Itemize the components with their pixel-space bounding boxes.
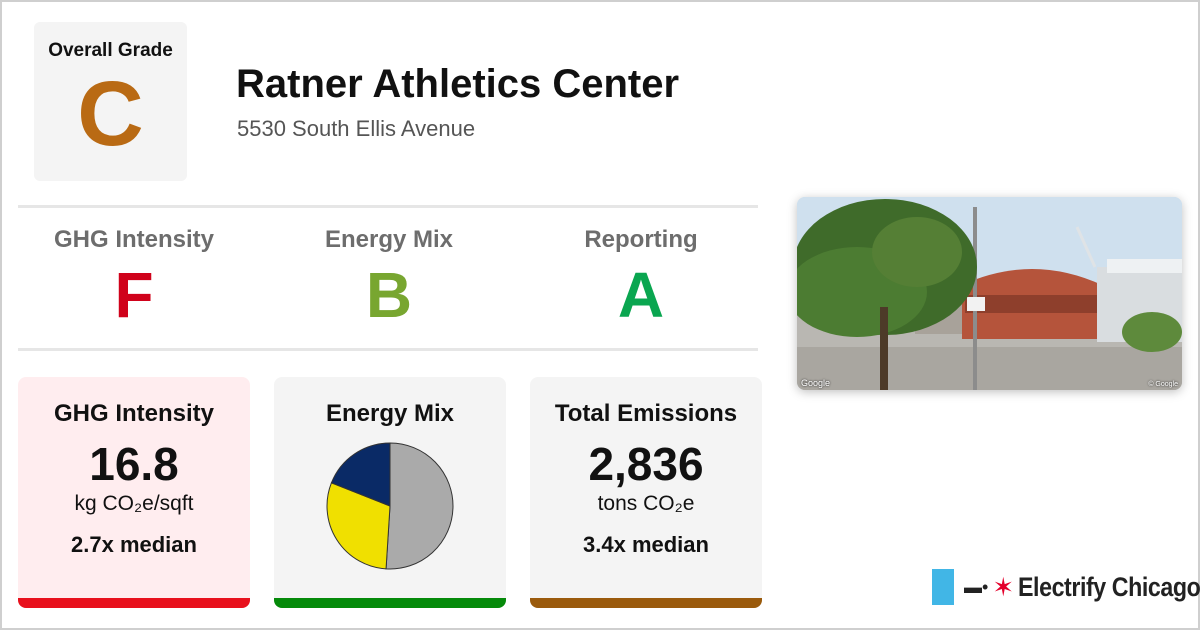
ghg-intensity-value: 16.8: [89, 438, 179, 490]
plug-icon: ▬•: [964, 576, 989, 597]
overall-grade-label: Overall Grade: [48, 40, 173, 61]
street-view-photo: Google © Google: [797, 197, 1182, 390]
pie-slice-0: [385, 442, 454, 570]
total-emissions-card: Total Emissions 2,836 tons CO₂e 3.4x med…: [530, 377, 762, 608]
brand-logo[interactable]: ▬• ✶ Electrify Chicago: [932, 569, 1200, 605]
building-address: 5530 South Ellis Avenue: [237, 116, 476, 141]
energy-mix-card: Energy Mix: [274, 377, 506, 608]
grade-reporting: Reporting A: [516, 226, 766, 330]
ghg-intensity-unit: kg CO₂e/sqft: [74, 492, 194, 515]
grade-energy-mix: Energy Mix B: [264, 226, 514, 330]
grade-label: GHG Intensity: [53, 226, 215, 253]
brand-name: Electrify Chicago: [1018, 571, 1200, 602]
total-emissions-unit: tons CO₂e: [597, 492, 695, 515]
card-title: GHG Intensity: [53, 400, 215, 427]
overall-grade-letter: C: [77, 63, 144, 165]
grade-label: Reporting: [584, 226, 698, 253]
photo-credit-left: Google: [801, 378, 831, 388]
energy-mix-pie-chart: [326, 442, 454, 570]
card-accent-bar: [18, 598, 250, 608]
grade-letter: F: [114, 259, 154, 331]
chicago-flag-icon: [932, 569, 954, 605]
photo-credit-right: © Google: [1148, 381, 1178, 388]
divider-bottom: [18, 348, 758, 351]
ghg-intensity-median: 2.7x median: [71, 532, 197, 557]
building-name: Ratner Athletics Center: [236, 62, 680, 106]
grade-label: Energy Mix: [324, 226, 454, 253]
pie-slice-1: [326, 482, 391, 570]
total-emissions-value: 2,836: [588, 438, 704, 490]
divider-top: [18, 205, 758, 208]
ghg-intensity-card: GHG Intensity 16.8 kg CO₂e/sqft 2.7x med…: [18, 377, 250, 608]
red-star-icon: ✶: [992, 572, 1015, 602]
grade-letter: A: [617, 259, 665, 331]
card-accent-bar: [530, 598, 762, 608]
overall-grade-box: Overall Grade C: [34, 22, 187, 181]
card-title: Energy Mix: [325, 400, 455, 427]
card-accent-bar: [274, 598, 506, 608]
total-emissions-median: 3.4x median: [583, 532, 709, 557]
grade-letter: B: [365, 259, 413, 331]
pie-slice-2: [330, 442, 391, 507]
card-title: Total Emissions: [554, 400, 738, 427]
building-photo-image: [797, 197, 1182, 390]
grade-ghg-intensity: GHG Intensity F: [9, 226, 259, 330]
